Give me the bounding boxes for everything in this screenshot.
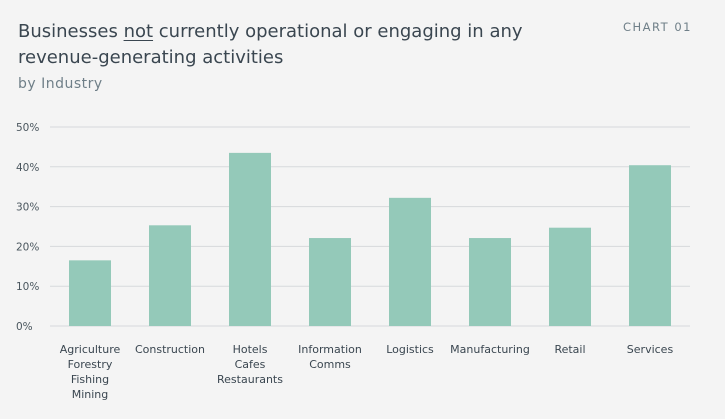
bar <box>629 165 671 326</box>
category-label-line: Comms <box>309 358 351 371</box>
chart-subtitle: by Industry <box>18 76 103 92</box>
y-tick-label: 50% <box>16 122 39 134</box>
category-label-line: Agriculture <box>60 343 121 356</box>
category-label-line: Fishing <box>71 373 109 386</box>
bar <box>229 152 271 326</box>
category-label-line: Retail <box>554 343 585 356</box>
category-label-line: Restaurants <box>217 373 283 386</box>
bar <box>149 225 191 326</box>
x-category-label: Retail <box>554 343 585 356</box>
x-category-label: Manufacturing <box>450 343 530 356</box>
x-category-label: Services <box>627 343 674 356</box>
x-category-label: Construction <box>135 343 205 356</box>
x-category-label: Hotels Cafes Restaurants <box>217 343 283 386</box>
category-label-line: Logistics <box>386 343 434 356</box>
category-label-line: Hotels <box>233 343 268 356</box>
title-text-pre: Businesses <box>18 21 124 42</box>
y-tick-label: 20% <box>16 241 39 253</box>
x-category-label: Agriculture Forestry Fishing Mining <box>60 343 121 401</box>
category-label-line: Information <box>298 343 362 356</box>
category-label-line: Services <box>627 343 674 356</box>
bar <box>469 238 511 326</box>
category-label-line: Construction <box>135 343 205 356</box>
bar <box>309 238 351 326</box>
y-tick-label: 10% <box>16 281 39 293</box>
category-label-line: Manufacturing <box>450 343 530 356</box>
chart-number-badge: CHART 01 <box>622 20 692 34</box>
x-category-label: Logistics <box>386 343 434 356</box>
title-emphasis: not <box>123 21 154 42</box>
category-label-line: Mining <box>72 388 109 401</box>
y-tick-label: 0% <box>16 321 33 333</box>
y-tick-label: 30% <box>16 202 39 214</box>
x-category-label: Information Comms <box>298 343 362 371</box>
category-label-line: Cafes <box>235 358 266 371</box>
chart-title: Businesses not currently operational or … <box>18 19 578 71</box>
y-tick-label: 40% <box>16 162 39 174</box>
category-label-line: Forestry <box>68 358 113 371</box>
bar <box>549 227 591 326</box>
bar <box>69 260 111 326</box>
bar <box>389 197 431 326</box>
title-text-post: currently operational or engaging in any… <box>18 21 523 68</box>
